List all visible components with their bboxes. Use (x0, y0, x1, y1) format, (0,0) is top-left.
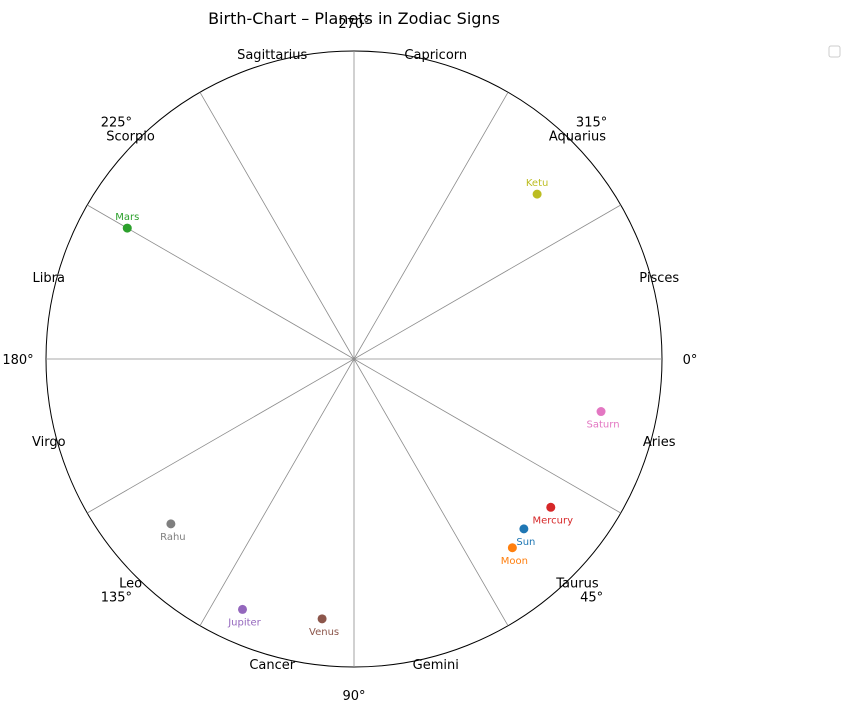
planet-marker-venus (317, 614, 327, 624)
angle-tick-label: 0° (683, 353, 698, 368)
planet-label-rahu: Rahu (160, 532, 186, 543)
planet-marker-moon (507, 543, 517, 553)
sign-label-aquarius: Aquarius (549, 130, 606, 145)
angle-tick-label: 270° (338, 17, 369, 32)
planet-label-venus: Venus (309, 627, 339, 638)
sign-boundary-line (353, 204, 621, 360)
angular-tick-labels: 0° 45° 90° 135° 180° 225° 270° 315° (2, 17, 697, 704)
planet-markers: Sun Moon Mars Mercury Jupiter Venus Saturn Rahu… (115, 178, 619, 638)
sign-label-taurus: Taurus (555, 576, 599, 591)
planet-marker-ketu (532, 189, 542, 199)
sign-label-aries: Aries (643, 435, 676, 450)
planet-label-mars: Mars (115, 212, 139, 223)
planet-label-ketu: Ketu (526, 178, 548, 189)
planet-marker-mars (122, 223, 132, 233)
sign-label-scorpio: Scorpio (106, 130, 155, 145)
angle-tick-label: 45° (580, 591, 603, 606)
sign-boundary-line (353, 92, 509, 360)
planet-label-jupiter: Jupiter (227, 617, 261, 628)
planet-label-saturn: Saturn (587, 420, 620, 431)
angle-tick-label: 90° (342, 689, 365, 704)
legend-box (828, 45, 841, 58)
sign-label-gemini: Gemini (413, 658, 459, 673)
sign-label-cancer: Cancer (249, 658, 295, 673)
sign-label-libra: Libra (33, 271, 65, 286)
angle-tick-label: 180° (2, 353, 33, 368)
sign-boundary-line (353, 358, 621, 514)
planet-marker-rahu (166, 519, 176, 529)
sign-label-sagittarius: Sagittarius (237, 48, 307, 63)
planet-marker-jupiter (238, 604, 248, 614)
sign-label-leo: Leo (119, 576, 142, 591)
sign-label-virgo: Virgo (32, 435, 66, 450)
angle-tick-label: 315° (576, 115, 607, 130)
planet-marker-saturn (596, 407, 606, 417)
planet-marker-mercury (546, 502, 556, 512)
sign-boundary-line (199, 92, 355, 360)
sign-boundary-line (87, 204, 355, 360)
sign-label-capricorn: Capricorn (404, 48, 467, 63)
planet-label-mercury: Mercury (533, 515, 574, 526)
sign-boundary-line (353, 358, 509, 626)
sign-label-pisces: Pisces (639, 271, 679, 286)
planet-label-moon: Moon (501, 556, 528, 567)
chart-title: Birth-Chart – Planets in Zodiac Signs (208, 9, 500, 28)
sign-boundary-line (87, 358, 355, 514)
planet-label-sun: Sun (516, 537, 535, 548)
sign-labels: Aries Taurus Gemini Cancer Leo Virgo Libra Scor… (32, 48, 679, 673)
angle-tick-label: 135° (101, 591, 132, 606)
polar-grid (45, 50, 663, 668)
angle-tick-label: 225° (101, 115, 132, 130)
planet-marker-sun (519, 524, 529, 534)
sign-boundary-line (199, 358, 355, 626)
